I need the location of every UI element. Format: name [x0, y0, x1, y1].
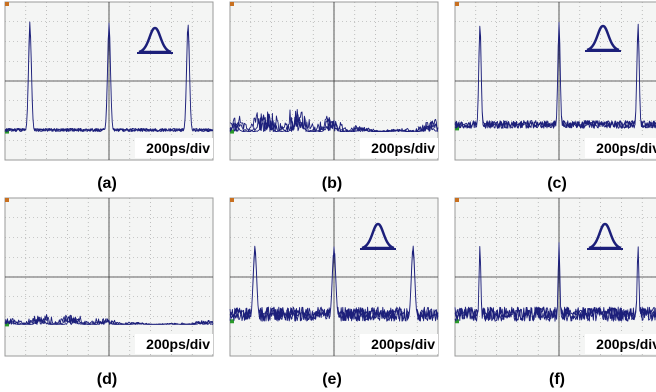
panel-caption: (f)	[549, 371, 565, 388]
scale-label: 200ps/div	[371, 140, 435, 156]
page: 200ps/div (a) 200ps/div (b) 200ps/div (c) 200p…	[0, 0, 656, 392]
panel-caption: (e)	[322, 371, 342, 388]
channel-marker	[230, 2, 234, 6]
scale-label: 200ps/div	[146, 336, 210, 352]
scope-panel: 200ps/div	[230, 2, 438, 160]
scale-label: 200ps/div	[371, 336, 435, 352]
channel-marker	[455, 2, 459, 6]
channel-marker	[455, 198, 459, 202]
panel-caption: (d)	[97, 371, 117, 388]
panel-caption: (b)	[322, 175, 342, 192]
panel-caption: (a)	[97, 175, 117, 192]
scale-label: 200ps/div	[596, 140, 656, 156]
scope-panel: 200ps/div	[5, 198, 213, 356]
channel-marker	[230, 198, 234, 202]
channel-marker	[5, 2, 9, 6]
scope-panel: 200ps/div	[455, 198, 656, 356]
channel-marker	[5, 198, 9, 202]
scope-panel: 200ps/div	[5, 2, 213, 160]
figure: 200ps/div (a) 200ps/div (b) 200ps/div (c) 200p…	[0, 0, 656, 392]
scope-panel: 200ps/div	[230, 198, 438, 356]
channel-marker	[230, 319, 234, 323]
scale-label: 200ps/div	[596, 336, 656, 352]
scope-panel: 200ps/div	[455, 2, 656, 160]
panel-caption: (c)	[547, 175, 567, 192]
scale-label: 200ps/div	[146, 140, 210, 156]
